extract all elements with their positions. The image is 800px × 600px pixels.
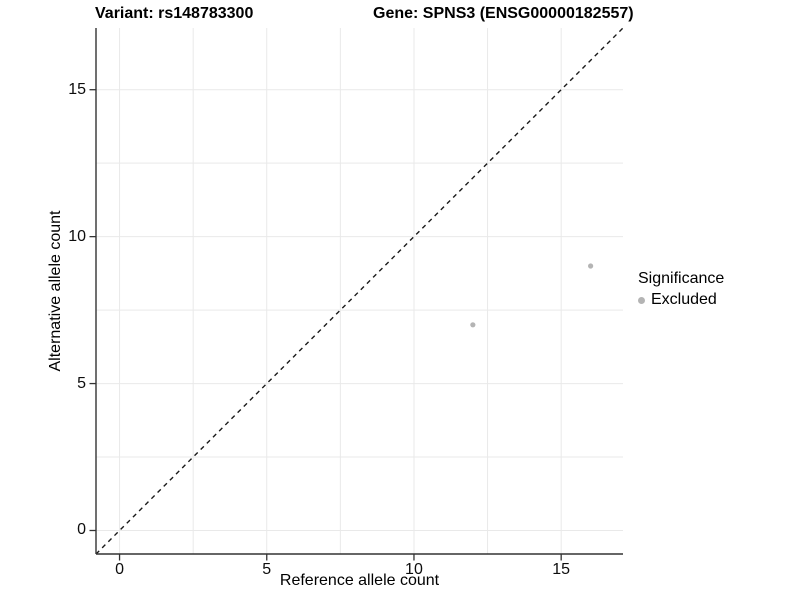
legend-item-excluded: Excluded <box>638 291 724 309</box>
data-point <box>588 263 594 269</box>
y-tick-label: 15 <box>68 80 86 98</box>
x-tick-label: 5 <box>262 561 272 578</box>
identity-dashed-line <box>95 27 624 555</box>
x-axis-title: Reference allele count <box>279 572 440 589</box>
y-tick-label: 5 <box>77 374 86 392</box>
x-tick-label: 15 <box>552 561 571 578</box>
legend-title: Significance <box>638 270 725 287</box>
y-tick-label: 0 <box>77 521 86 539</box>
x-tick-label: 10 <box>405 561 423 578</box>
y-axis-title: Alternative allele count <box>47 210 64 372</box>
legend: Significance Excluded <box>638 270 724 309</box>
x-tick-label: 0 <box>115 561 124 578</box>
y-tick-label: 10 <box>68 227 86 245</box>
legend-item-label: Excluded <box>651 291 717 308</box>
data-point <box>470 322 476 328</box>
plot-title-variant: Variant: rs148783300 <box>95 5 254 22</box>
plot-title-gene: Gene: SPNS3 (ENSG00000182557) <box>373 5 634 22</box>
legend-point-marker-icon <box>638 296 645 304</box>
